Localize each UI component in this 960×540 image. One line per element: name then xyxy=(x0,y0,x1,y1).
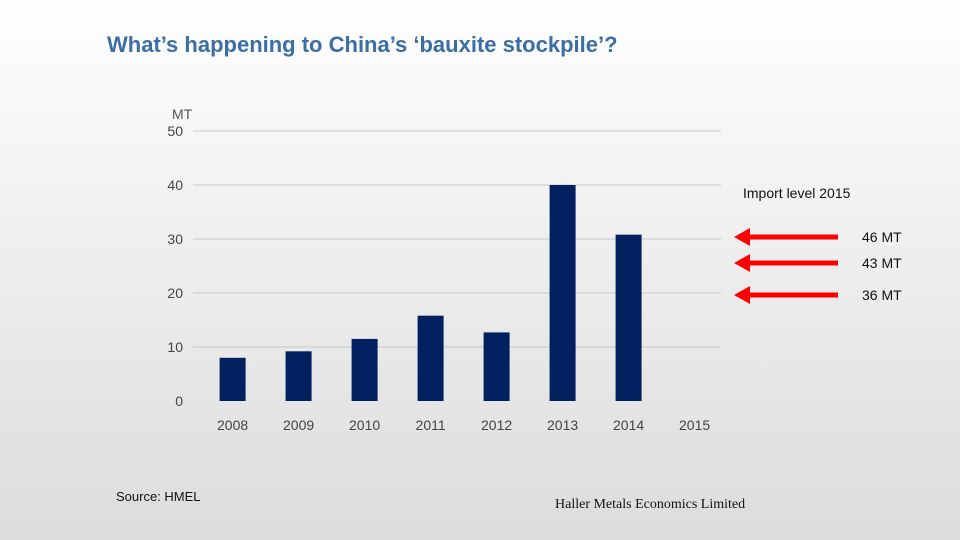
x-tick-label: 2015 xyxy=(679,417,710,433)
footer-company: Haller Metals Economics Limited xyxy=(555,497,746,512)
x-tick-label: 2009 xyxy=(283,417,314,433)
arrow-2: 43 MT xyxy=(734,254,902,272)
x-axis-ticks: 2008 2009 2010 2011 2012 2013 2014 2015 xyxy=(217,417,710,433)
y-axis-ticks: 0 10 20 30 40 50 xyxy=(167,123,183,409)
arrow-3: 36 MT xyxy=(734,286,902,304)
bar-2009 xyxy=(285,351,312,401)
y-tick-label: 50 xyxy=(167,123,183,139)
y-tick-label: 40 xyxy=(167,177,183,193)
y-tick-label: 30 xyxy=(167,231,183,247)
y-tick-label: 10 xyxy=(167,339,183,355)
bar-2010 xyxy=(351,338,378,401)
arrow-head xyxy=(734,286,750,304)
grid-lines xyxy=(193,130,721,348)
page-title: What’s happening to China’s ‘bauxite sto… xyxy=(107,32,618,57)
bar-2011 xyxy=(417,315,444,401)
y-tick-label: 20 xyxy=(167,285,183,301)
x-tick-label: 2014 xyxy=(613,417,644,433)
arrow-label: 46 MT xyxy=(862,229,902,245)
x-tick-label: 2010 xyxy=(349,417,380,433)
x-tick-label: 2011 xyxy=(416,417,446,433)
y-tick-label: 0 xyxy=(175,393,183,409)
bar-2012 xyxy=(483,332,510,401)
x-tick-label: 2008 xyxy=(217,417,248,433)
bar-2014 xyxy=(615,234,642,401)
bar-2008 xyxy=(219,357,246,401)
bars xyxy=(219,185,642,401)
arrow-head xyxy=(734,228,750,246)
x-tick-label: 2013 xyxy=(547,417,578,433)
bar-2013 xyxy=(549,185,576,401)
source-note: Source: HMEL xyxy=(116,489,201,504)
annotation-title: Import level 2015 xyxy=(743,185,851,201)
arrow-head xyxy=(734,254,750,272)
y-axis-label: MT xyxy=(172,106,193,122)
x-tick-label: 2012 xyxy=(481,417,512,433)
arrow-label: 43 MT xyxy=(862,255,902,271)
arrow-label: 36 MT xyxy=(862,287,902,303)
arrow-1: 46 MT xyxy=(734,228,902,246)
import-level-arrows: 46 MT 43 MT 36 MT xyxy=(734,228,902,304)
